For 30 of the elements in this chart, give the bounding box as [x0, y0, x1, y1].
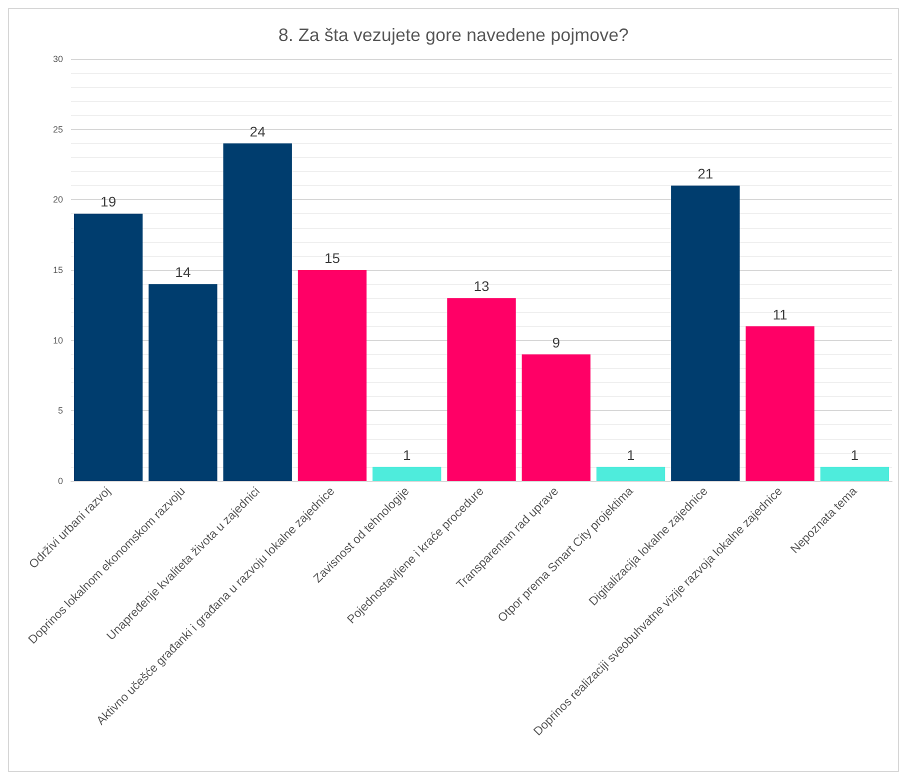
bar: [746, 326, 814, 481]
y-tick-label: 15: [52, 265, 63, 275]
y-tick-label: 30: [52, 54, 63, 64]
bar: [74, 214, 143, 481]
bar: [372, 466, 442, 481]
y-tick-label: 10: [52, 335, 63, 346]
data-label: 9: [552, 334, 560, 350]
data-label: 1: [402, 446, 411, 463]
y-tick-label: 0: [58, 476, 63, 486]
bar: [522, 354, 590, 481]
bar: [671, 186, 740, 481]
data-label: 24: [250, 123, 266, 140]
chart-title: 8. Za šta vezujete gore navedene pojmove?: [278, 25, 629, 45]
bar: [223, 143, 292, 481]
data-label: 1: [626, 446, 635, 463]
bar: [820, 466, 890, 481]
data-label: 19: [100, 194, 116, 210]
data-label: 1: [850, 446, 859, 463]
bar: [596, 466, 666, 481]
data-label: 13: [474, 278, 490, 294]
bar: [298, 270, 367, 481]
y-tick-label: 25: [52, 124, 63, 134]
y-tick-label: 20: [52, 194, 63, 205]
y-tick-label: 5: [58, 406, 63, 416]
data-label: 11: [772, 306, 788, 322]
bar: [148, 284, 218, 481]
data-label: 15: [324, 250, 340, 266]
data-label: 14: [175, 264, 191, 280]
bar: [447, 298, 516, 481]
data-label: 21: [698, 166, 714, 182]
